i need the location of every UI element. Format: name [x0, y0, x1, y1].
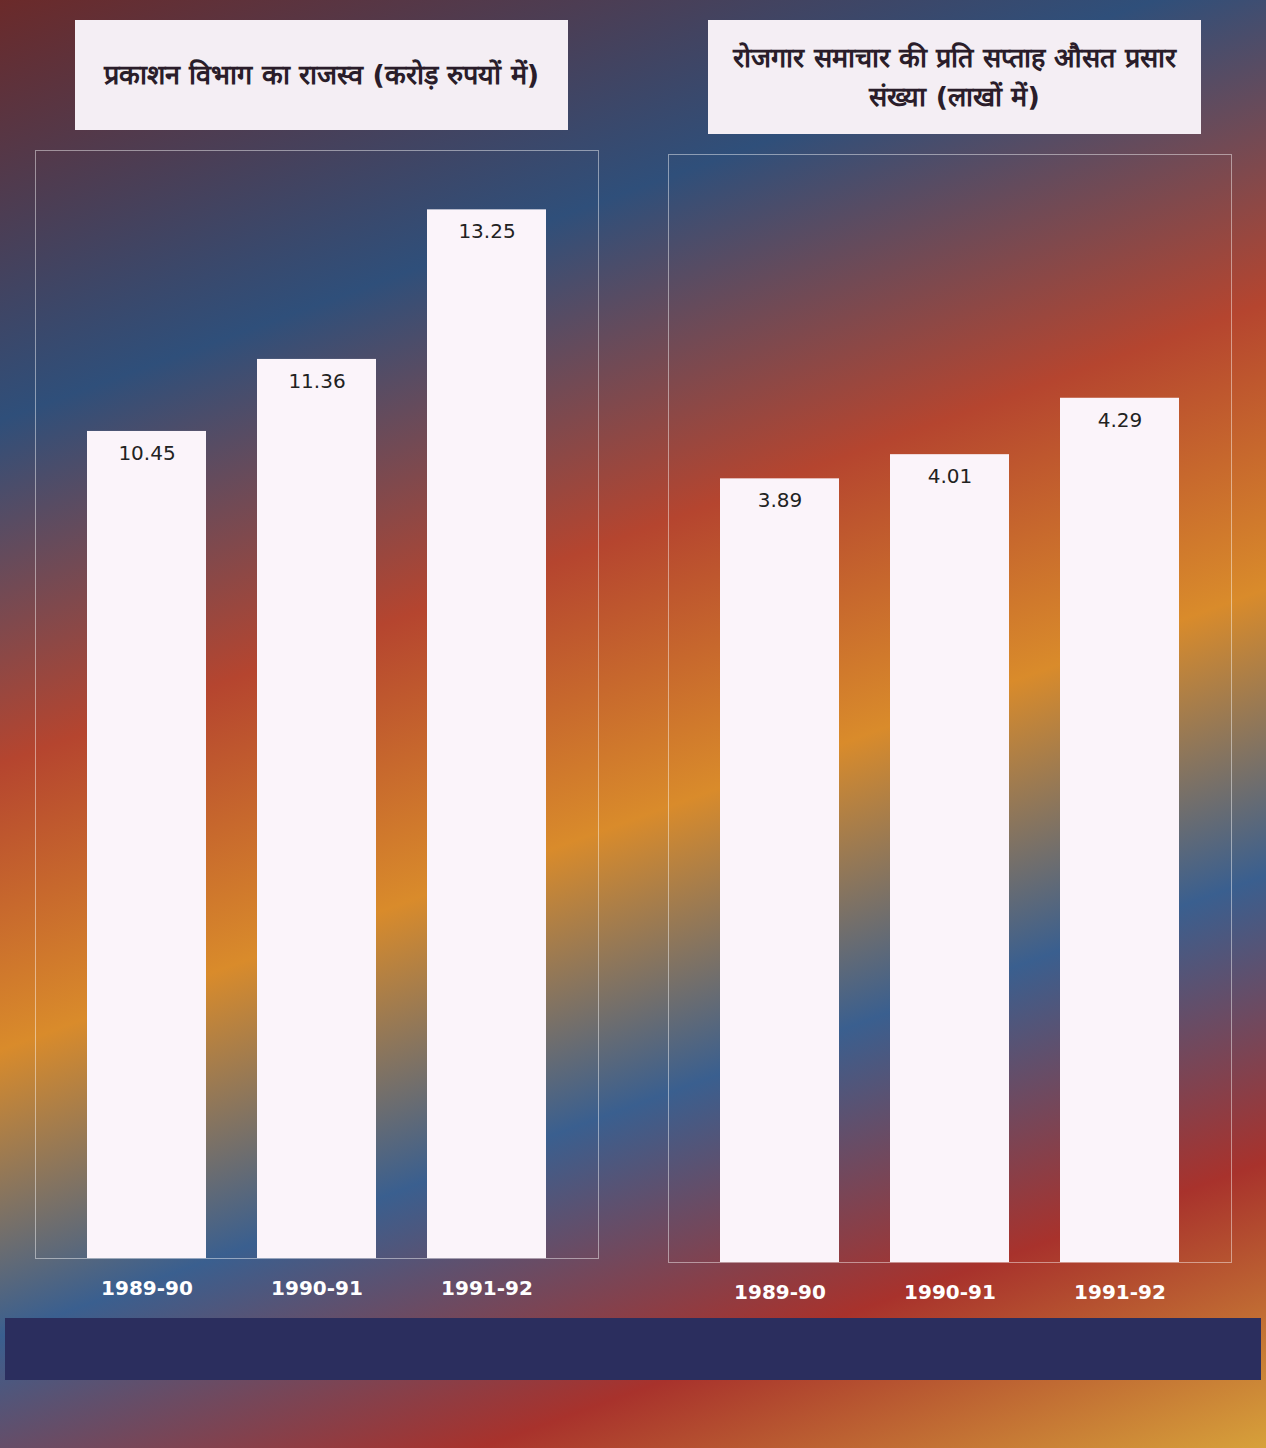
svg-text:1989-90: 1989-90 — [734, 1280, 826, 1304]
svg-text:1990-91: 1990-91 — [271, 1276, 363, 1300]
svg-text:1990-91: 1990-91 — [904, 1280, 996, 1304]
svg-text:1989-90: 1989-90 — [101, 1276, 193, 1300]
html-text:प्रकाशन विभाग का राजस्व (करोड़: प्रकाशन विभाग का राजस्व (करोड़ रुपयों मे… — [104, 59, 539, 91]
svg-text:3.89: 3.89 — [758, 489, 803, 513]
svg-text:11.36: 11.36 — [288, 369, 345, 393]
html-text:रोजगार समाचार की प्रति सप्ताह: रोजगार समाचार की प्रति सप्ताह औसत प्रसार… — [733, 42, 1176, 113]
svg-text:1991-92: 1991-92 — [1074, 1280, 1166, 1304]
svg-text:4.01: 4.01 — [928, 464, 973, 488]
svg-text:10.45: 10.45 — [118, 441, 175, 465]
svg-text:4.29: 4.29 — [1098, 408, 1143, 432]
svg-text:1991-92: 1991-92 — [441, 1276, 533, 1300]
svg-text:13.25: 13.25 — [458, 219, 515, 243]
